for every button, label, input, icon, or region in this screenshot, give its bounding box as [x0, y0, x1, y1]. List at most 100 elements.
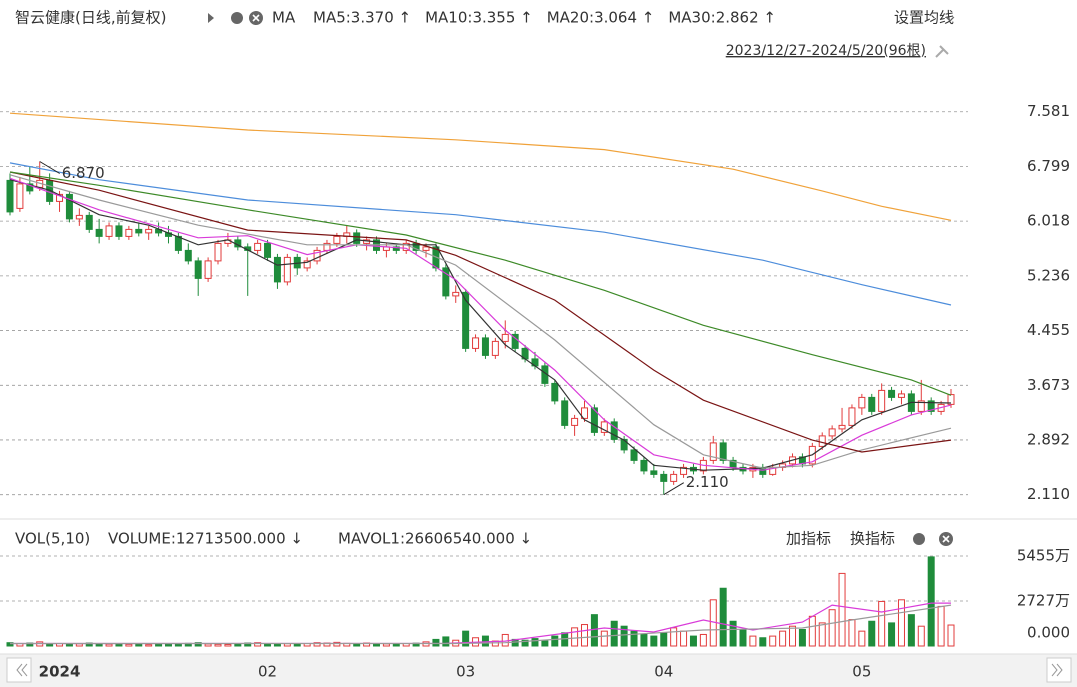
candle-body	[917, 400, 925, 412]
candle-body	[452, 291, 460, 297]
volume-ma-line	[9, 602, 951, 645]
gear-icon[interactable]	[231, 12, 243, 24]
volume-bar	[313, 642, 321, 647]
volume-bar	[293, 643, 301, 647]
volume-bar	[333, 641, 341, 647]
y-tick-label: 3.673	[1027, 376, 1070, 394]
volume-bar	[481, 635, 489, 647]
volume-bar	[610, 620, 618, 647]
volume-bar	[888, 622, 896, 647]
volume-bar	[6, 642, 14, 647]
candle-body	[105, 225, 113, 237]
candle-body	[56, 193, 64, 202]
candle-body	[947, 394, 955, 405]
candle-body	[709, 442, 717, 461]
pin-icon[interactable]	[935, 45, 949, 58]
change-indicator[interactable]: 换指标	[850, 530, 895, 548]
vol-close-cross	[942, 535, 950, 543]
candle-body	[204, 260, 212, 279]
ma-line	[9, 171, 952, 453]
scroll-right-icon	[1051, 663, 1063, 677]
y-tick-label: 2.892	[1027, 430, 1070, 448]
volume-bar	[115, 644, 123, 647]
candle-body	[620, 438, 628, 451]
volume-tick-label: 2727万	[1017, 592, 1070, 610]
candle-body	[462, 291, 470, 349]
vol-gear-icon[interactable]	[913, 533, 925, 545]
add-indicator[interactable]: 加指标	[786, 530, 831, 548]
candle-body	[630, 449, 638, 461]
volume-bar	[927, 556, 935, 647]
volume-ma-line	[10, 604, 952, 645]
volume-legend-entry: MAVOL1:26606540.000 ↓	[338, 530, 532, 548]
candle-body	[927, 400, 935, 412]
date-range: 2023/12/27-2024/5/20(96根)	[726, 43, 926, 59]
candle-body	[313, 249, 321, 262]
volume-bar	[828, 609, 836, 647]
expand-icon[interactable]	[208, 13, 214, 23]
volume-bar	[382, 643, 390, 647]
candle-body	[590, 407, 598, 433]
volume-bar	[204, 643, 212, 647]
volume-bar	[719, 587, 727, 647]
x-tick-label: 04	[654, 663, 673, 681]
candle-body	[125, 228, 133, 237]
volume-bar	[670, 627, 678, 647]
candle-body	[571, 417, 579, 426]
volume-bar	[442, 636, 450, 647]
volume-bar	[769, 635, 777, 647]
volume-bar	[125, 643, 133, 647]
annotation-arrow	[663, 482, 685, 496]
volume-bar	[541, 640, 549, 647]
scroll-right[interactable]	[1046, 657, 1072, 683]
scroll-left[interactable]	[6, 657, 32, 683]
volume-bar	[798, 629, 806, 647]
candle-body	[16, 183, 24, 209]
legend-entry: MA5:3.370 ↑	[313, 9, 411, 27]
volume-bar	[521, 639, 529, 647]
candle-body	[491, 340, 499, 356]
candle-body	[6, 179, 14, 213]
volume-bar	[937, 605, 945, 647]
legend-entry: MA20:3.064 ↑	[547, 9, 655, 27]
volume-bar	[650, 635, 658, 647]
chart-title: 智云健康(日线,前复权)	[15, 9, 166, 27]
volume-bar	[640, 633, 648, 647]
candle-body	[214, 242, 222, 262]
y-tick-label: 6.018	[1027, 212, 1070, 230]
volume-bar	[600, 630, 608, 647]
ma-line	[9, 112, 952, 221]
volume-bar	[749, 635, 757, 647]
ma-line	[9, 179, 952, 471]
ma-line	[9, 177, 952, 471]
y-tick-label: 2.110	[1027, 485, 1070, 503]
ma-line	[9, 162, 952, 306]
x-tick-label: 02	[258, 663, 277, 681]
candle-body	[254, 242, 262, 251]
settings-button[interactable]: 设置均线	[894, 9, 954, 27]
candle-body	[472, 337, 480, 349]
volume-bar	[680, 630, 688, 647]
volume-bar	[739, 629, 747, 647]
volume-bar	[581, 624, 589, 647]
candle-body	[848, 407, 856, 426]
volume-bar	[95, 643, 103, 647]
candle-body	[868, 396, 876, 412]
candle-body	[888, 389, 896, 398]
candle-body	[660, 473, 668, 482]
volume-label: VOLUME:12713500.000 ↓	[108, 530, 303, 548]
candle-body	[273, 256, 281, 283]
candle-body	[581, 407, 589, 419]
scroll-left-icon	[16, 663, 28, 677]
candle-body	[95, 228, 103, 237]
y-tick-label: 5.236	[1027, 266, 1070, 284]
candle-body	[838, 424, 846, 430]
candle-body	[650, 470, 658, 475]
annotation-arrow	[39, 161, 60, 174]
candle-body	[858, 396, 866, 409]
volume-bar	[848, 619, 856, 647]
volume-tick-label: 0.000	[1027, 624, 1070, 642]
y-tick-label: 7.581	[1027, 102, 1070, 120]
